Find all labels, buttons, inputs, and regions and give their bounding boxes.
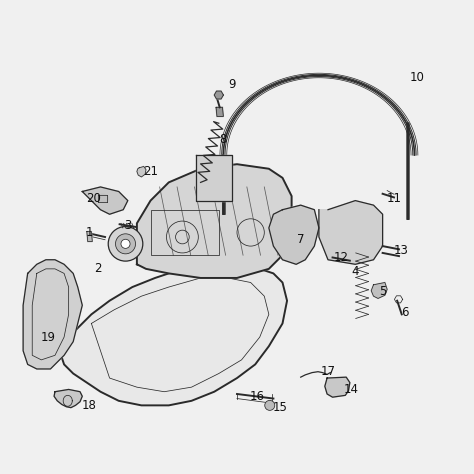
Text: 4: 4	[352, 264, 359, 278]
Polygon shape	[319, 201, 383, 264]
Text: 16: 16	[250, 390, 265, 403]
Text: 14: 14	[343, 383, 358, 396]
Text: 18: 18	[82, 399, 97, 412]
Ellipse shape	[97, 194, 109, 202]
Polygon shape	[269, 205, 319, 264]
Polygon shape	[325, 377, 350, 397]
Text: 13: 13	[393, 244, 408, 257]
Polygon shape	[87, 231, 92, 242]
Polygon shape	[54, 390, 82, 408]
Circle shape	[116, 234, 136, 254]
Polygon shape	[214, 91, 223, 99]
Polygon shape	[137, 166, 146, 177]
Text: 10: 10	[410, 71, 424, 84]
Text: 2: 2	[94, 262, 102, 275]
Text: 17: 17	[320, 365, 336, 378]
Polygon shape	[216, 107, 223, 117]
Text: 20: 20	[86, 192, 101, 205]
Circle shape	[121, 239, 130, 248]
Circle shape	[265, 401, 275, 410]
Text: 5: 5	[379, 285, 386, 298]
Text: 8: 8	[219, 133, 226, 146]
Text: 12: 12	[334, 251, 349, 264]
Polygon shape	[137, 164, 292, 278]
Text: 1: 1	[85, 226, 93, 239]
Text: 19: 19	[41, 330, 55, 344]
Text: 11: 11	[386, 192, 401, 205]
Polygon shape	[82, 187, 128, 214]
Text: 21: 21	[143, 164, 158, 178]
Polygon shape	[60, 264, 287, 405]
Text: 6: 6	[401, 306, 409, 319]
Text: 7: 7	[297, 233, 304, 246]
Text: 15: 15	[273, 401, 288, 414]
Text: 3: 3	[124, 219, 131, 232]
Text: 9: 9	[228, 78, 236, 91]
Polygon shape	[371, 283, 387, 299]
Polygon shape	[196, 155, 232, 201]
Circle shape	[108, 227, 143, 261]
Polygon shape	[23, 260, 82, 369]
